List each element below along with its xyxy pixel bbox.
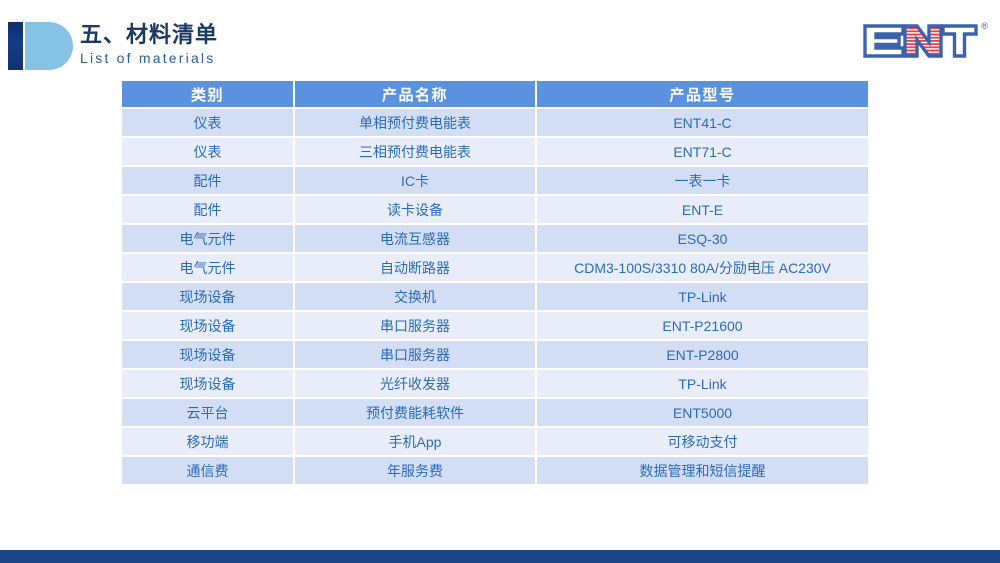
cell-product-model: ENT-P21600 <box>537 312 868 339</box>
table-row: 配件 读卡设备 ENT-E <box>122 196 868 223</box>
materials-table-container: 类别 产品名称 产品型号 仪表 单相预付费电能表 ENT41-C 仪表 三相预付… <box>120 79 868 486</box>
page-subtitle: List of materials <box>80 50 216 66</box>
cell-product-model: ENT-E <box>537 196 868 223</box>
cell-product-model: TP-Link <box>537 370 868 397</box>
cell-category: 仪表 <box>122 138 293 165</box>
cell-product-model: ESQ-30 <box>537 225 868 252</box>
table-row: 现场设备 光纤收发器 TP-Link <box>122 370 868 397</box>
materials-table: 类别 产品名称 产品型号 仪表 单相预付费电能表 ENT41-C 仪表 三相预付… <box>120 79 870 486</box>
cell-product-name: 三相预付费电能表 <box>295 138 535 165</box>
cell-category: 电气元件 <box>122 254 293 281</box>
cell-category: 通信费 <box>122 457 293 484</box>
table-header-row: 类别 产品名称 产品型号 <box>122 81 868 107</box>
cell-category: 仪表 <box>122 109 293 136</box>
cell-product-name: 预付费能耗软件 <box>295 399 535 426</box>
table-row: 电气元件 自动断路器 CDM3-100S/3310 80A/分励电压 AC230… <box>122 254 868 281</box>
cell-category: 电气元件 <box>122 225 293 252</box>
cell-product-model: ENT5000 <box>537 399 868 426</box>
table-row: 仪表 单相预付费电能表 ENT41-C <box>122 109 868 136</box>
cell-product-name: 单相预付费电能表 <box>295 109 535 136</box>
column-header-category: 类别 <box>122 81 293 107</box>
footer-accent-bar <box>0 550 1000 563</box>
cell-product-model: 可移动支付 <box>537 428 868 455</box>
registered-trademark-icon: ® <box>981 21 988 31</box>
cell-category: 移功端 <box>122 428 293 455</box>
navy-accent-bar <box>8 22 23 70</box>
cell-product-name: 自动断路器 <box>295 254 535 281</box>
cell-category: 配件 <box>122 167 293 194</box>
title-block: 五、材料清单 List of materials <box>80 22 218 67</box>
table-head: 类别 产品名称 产品型号 <box>122 81 868 107</box>
cell-product-name: 光纤收发器 <box>295 370 535 397</box>
cell-product-model: ENT-P2800 <box>537 341 868 368</box>
cell-product-model: ENT71-C <box>537 138 868 165</box>
cell-category: 现场设备 <box>122 370 293 397</box>
cell-product-name: IC卡 <box>295 167 535 194</box>
cell-product-name: 手机App <box>295 428 535 455</box>
cell-product-name: 电流互感器 <box>295 225 535 252</box>
column-header-product-model: 产品型号 <box>537 81 868 107</box>
ent-logo-icon <box>863 24 978 58</box>
cell-product-model: TP-Link <box>537 283 868 310</box>
table-row: 配件 IC卡 一表一卡 <box>122 167 868 194</box>
cell-product-name: 串口服务器 <box>295 312 535 339</box>
ent-logo <box>863 24 978 58</box>
cell-category: 云平台 <box>122 399 293 426</box>
table-row: 通信费 年服务费 数据管理和短信提醒 <box>122 457 868 484</box>
cell-category: 现场设备 <box>122 341 293 368</box>
cell-product-model: CDM3-100S/3310 80A/分励电压 AC230V <box>537 254 868 281</box>
cell-product-name: 读卡设备 <box>295 196 535 223</box>
cell-product-name: 交换机 <box>295 283 535 310</box>
light-blue-d-shape-icon <box>25 22 73 70</box>
table-row: 现场设备 串口服务器 ENT-P2800 <box>122 341 868 368</box>
cell-category: 现场设备 <box>122 312 293 339</box>
table-row: 云平台 预付费能耗软件 ENT5000 <box>122 399 868 426</box>
column-header-product-name: 产品名称 <box>295 81 535 107</box>
cell-product-name: 年服务费 <box>295 457 535 484</box>
cell-product-model: 数据管理和短信提醒 <box>537 457 868 484</box>
cell-category: 现场设备 <box>122 283 293 310</box>
table-row: 现场设备 串口服务器 ENT-P21600 <box>122 312 868 339</box>
page-header: 五、材料清单 List of materials ® <box>0 0 1000 72</box>
cell-product-model: 一表一卡 <box>537 167 868 194</box>
table-body: 仪表 单相预付费电能表 ENT41-C 仪表 三相预付费电能表 ENT71-C … <box>122 109 868 484</box>
cell-category: 配件 <box>122 196 293 223</box>
table-row: 现场设备 交换机 TP-Link <box>122 283 868 310</box>
cell-product-model: ENT41-C <box>537 109 868 136</box>
page-title: 五、材料清单 <box>80 22 219 47</box>
table-row: 仪表 三相预付费电能表 ENT71-C <box>122 138 868 165</box>
cell-product-name: 串口服务器 <box>295 341 535 368</box>
table-row: 移功端 手机App 可移动支付 <box>122 428 868 455</box>
table-row: 电气元件 电流互感器 ESQ-30 <box>122 225 868 252</box>
